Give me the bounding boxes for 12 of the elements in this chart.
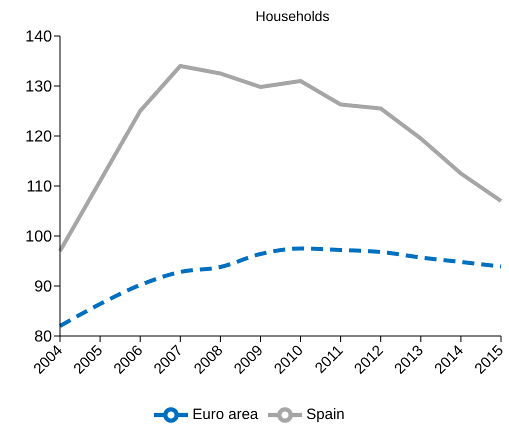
y-tick-label: 110 [26,178,52,196]
chart-title: Households [254,8,330,24]
line-series [58,64,503,253]
y-tick-label: 80 [34,328,52,346]
y-tick-label: 90 [34,278,52,296]
y-tick-label: 120 [25,128,52,146]
legend-label: Spain [306,406,345,423]
y-tick-label: 140 [25,28,52,46]
legend-label: Euro area [192,406,258,423]
line-series [58,246,503,328]
y-tick-label: 100 [25,228,52,246]
y-tick-label: 130 [25,78,52,96]
